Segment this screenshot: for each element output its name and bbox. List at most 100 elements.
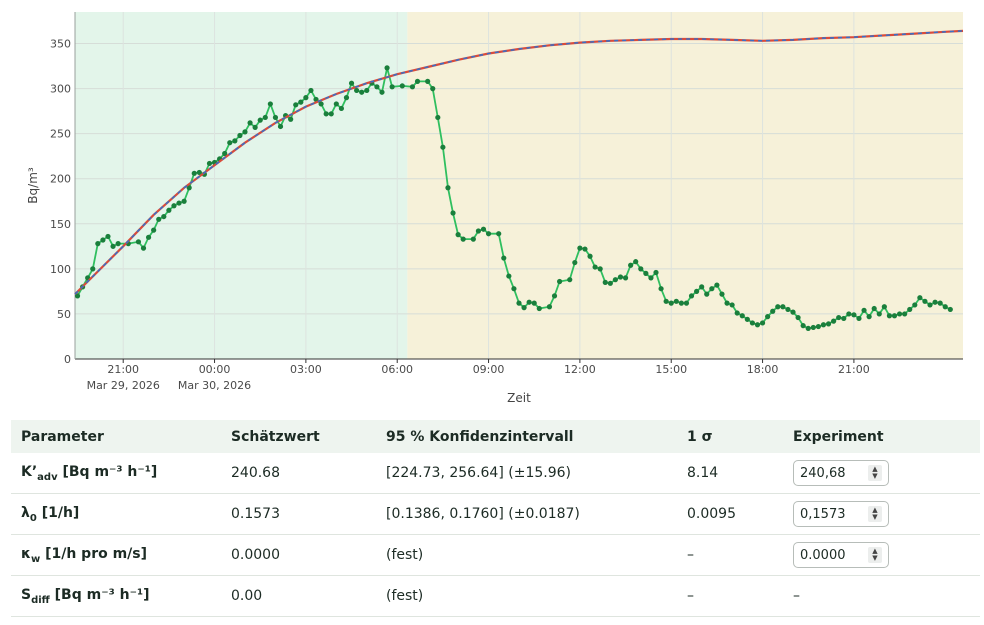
- sigma-value: –: [687, 588, 694, 604]
- experiment-number-input[interactable]: 0,1573 ▲ ▼: [793, 501, 889, 527]
- measured-point-152: [891, 313, 898, 319]
- measured-point-3: [90, 266, 96, 272]
- measured-point-129: [775, 304, 781, 310]
- measured-point-5: [100, 237, 106, 243]
- measured-point-135: [805, 325, 811, 331]
- measured-point-146: [861, 307, 867, 313]
- measured-point-110: [678, 300, 684, 306]
- measured-point-75: [485, 231, 492, 237]
- measured-point-46: [318, 101, 324, 107]
- parameter-subscript: w: [30, 553, 41, 565]
- ci-value: [0.1386, 0.1760] (±0.0187): [386, 506, 580, 522]
- ci-value: [224.73, 256.64] (±15.96): [386, 465, 571, 481]
- measured-point-7: [110, 243, 116, 249]
- experiment-number-input[interactable]: 0.0000 ▲ ▼: [793, 542, 889, 568]
- x-tick-label-8: 21:00: [838, 363, 870, 376]
- measured-point-61: [399, 83, 405, 89]
- measured-point-85: [546, 304, 553, 310]
- measured-point-98: [617, 274, 624, 280]
- experiment-input-value: 240,68: [800, 465, 846, 481]
- header-sigma: 1 σ: [677, 420, 783, 453]
- y-tick-label-150: 150: [50, 218, 71, 231]
- experiment-cell: –: [783, 575, 980, 617]
- stepper-arrows-icon[interactable]: ▲ ▼: [868, 465, 882, 481]
- sigma-value: 0.0095: [687, 506, 736, 522]
- measured-point-107: [663, 298, 669, 304]
- measured-point-79: [511, 286, 517, 292]
- parameter-unit: [Bq m⁻³ h⁻¹]: [57, 463, 158, 480]
- measured-point-92: [587, 253, 593, 259]
- measured-point-120: [729, 302, 735, 308]
- measured-point-77: [501, 255, 507, 261]
- x-tick-label-4: 09:00: [473, 363, 505, 376]
- measured-point-62: [409, 84, 416, 90]
- measured-point-128: [770, 308, 776, 314]
- measured-point-40: [288, 116, 294, 122]
- measured-point-102: [638, 266, 644, 272]
- radon-chart: 0 50 100 150 200 250 300 350 21:00 Mar 29, 2026 00…: [26, 12, 964, 405]
- measured-point-0: [74, 293, 81, 299]
- measured-point-8: [115, 241, 121, 247]
- measured-point-70: [455, 232, 461, 238]
- table-row: K’adv [Bq m⁻³ h⁻¹] 240.68 [224.73, 256.64]…: [11, 453, 980, 494]
- measured-point-47: [323, 111, 329, 117]
- parameter-name: κw [1/h pro m/s]: [11, 534, 221, 576]
- stepper-arrows-icon[interactable]: ▲ ▼: [868, 506, 882, 522]
- sigma-cell: –: [677, 575, 783, 617]
- measured-point-134: [800, 323, 806, 329]
- measured-point-29: [232, 138, 238, 144]
- y-axis-title: Bq/m³: [26, 167, 40, 204]
- measured-point-72: [470, 236, 476, 242]
- measured-point-157: [917, 295, 923, 301]
- measured-point-125: [754, 322, 761, 328]
- measured-point-80: [516, 300, 522, 306]
- table-header-row: Parameter Schätzwert 95 % Konfidenzinter…: [11, 420, 980, 453]
- ci-value: (fest): [386, 588, 424, 604]
- measured-point-19: [181, 198, 187, 204]
- parameter-name: K’adv [Bq m⁻³ h⁻¹]: [11, 453, 221, 494]
- measured-point-74: [480, 226, 487, 232]
- parameter-subscript: adv: [37, 471, 58, 483]
- measured-point-44: [308, 87, 314, 94]
- measured-point-106: [658, 286, 664, 292]
- measured-point-59: [384, 65, 390, 71]
- measured-point-32: [247, 120, 253, 126]
- measured-point-42: [298, 99, 304, 105]
- measured-point-136: [810, 324, 816, 331]
- sigma-value: 8.14: [687, 465, 719, 481]
- measured-point-121: [734, 310, 740, 316]
- measured-point-35: [262, 114, 268, 121]
- measured-point-28: [227, 140, 233, 146]
- measured-point-154: [902, 311, 908, 317]
- measured-point-64: [425, 78, 431, 84]
- experiment-number-input[interactable]: 240,68 ▲ ▼: [793, 460, 889, 486]
- experiment-value: –: [793, 588, 800, 604]
- measured-point-4: [95, 241, 101, 247]
- measured-point-160: [932, 299, 938, 305]
- header-parameter: Parameter: [11, 420, 221, 453]
- measured-point-68: [445, 185, 451, 191]
- header-experiment: Experiment: [783, 420, 980, 453]
- measured-point-11: [140, 245, 147, 251]
- x-tick-label-3: 06:00: [381, 363, 413, 376]
- measured-point-49: [333, 101, 339, 107]
- measured-point-10: [135, 239, 142, 245]
- sigma-cell: 0.0095: [677, 493, 783, 535]
- stepper-arrows-icon[interactable]: ▲ ▼: [868, 547, 882, 563]
- measured-point-159: [927, 302, 933, 308]
- estimate-cell: 0.1573: [221, 493, 376, 535]
- measured-point-30: [237, 132, 243, 139]
- measured-point-53: [354, 87, 360, 94]
- estimate-cell: 240.68: [221, 453, 376, 494]
- measured-point-87: [556, 278, 563, 285]
- x-tick-label-6: 15:00: [655, 363, 687, 376]
- measured-point-104: [648, 275, 654, 281]
- ci-cell: (fest): [376, 575, 677, 617]
- measured-point-73: [475, 228, 482, 234]
- measured-point-93: [592, 264, 598, 270]
- measured-point-163: [947, 306, 953, 313]
- measured-point-99: [622, 275, 629, 281]
- measured-point-140: [831, 318, 837, 324]
- measured-point-14: [156, 216, 162, 222]
- measured-point-133: [795, 314, 801, 321]
